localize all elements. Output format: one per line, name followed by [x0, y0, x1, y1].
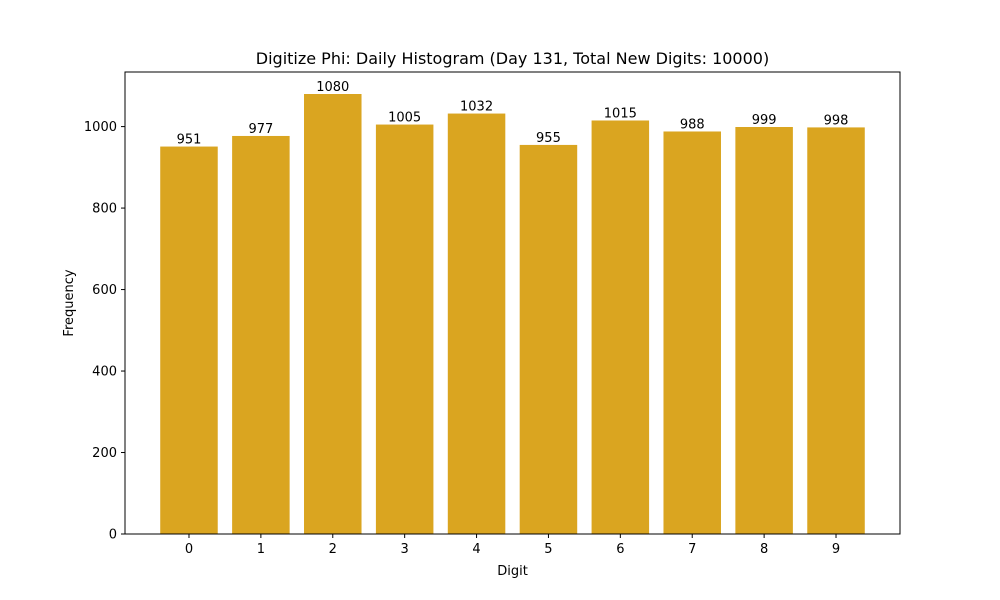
bar-digit-5 [519, 144, 578, 535]
x-tick-label: 7 [688, 542, 696, 557]
bar-value-label: 998 [824, 113, 849, 128]
bar-value-label: 1080 [316, 80, 349, 95]
bar-digit-9 [807, 127, 865, 534]
y-tick-label: 600 [92, 283, 117, 298]
bar-value-label: 977 [248, 122, 273, 137]
x-tick-label: 5 [544, 542, 552, 557]
bar-digit-7 [663, 131, 721, 534]
bar-value-label: 951 [177, 133, 202, 148]
x-tick-label: 6 [616, 542, 624, 557]
bar-digit-0 [160, 146, 218, 535]
x-tick-label: 2 [329, 542, 337, 557]
x-axis: 0 1 2 3 4 5 6 7 8 9 [185, 534, 840, 557]
x-tick-label: 3 [401, 542, 409, 557]
bar-digit-3 [375, 124, 434, 535]
bar-digit-1 [232, 135, 290, 535]
chart-title: Digitize Phi: Daily Histogram (Day 131, … [256, 49, 769, 68]
x-tick-label: 1 [257, 542, 265, 557]
x-tick-label: 8 [760, 542, 768, 557]
y-tick-label: 0 [109, 528, 117, 543]
value-labels-group: 951 977 1080 1005 1032 955 1015 988 999 998 [177, 80, 849, 148]
y-axis-label: Frequency [62, 269, 77, 336]
bars-group [160, 94, 865, 535]
x-tick-label: 4 [472, 542, 480, 557]
y-tick-label: 1000 [84, 120, 117, 135]
bar-digit-6 [591, 120, 650, 535]
x-axis-label: Digit [497, 564, 528, 579]
bar-value-label: 1032 [460, 100, 493, 115]
bar-value-label: 988 [680, 117, 705, 132]
bar-value-label: 1005 [388, 111, 421, 126]
bar-digit-2 [304, 94, 362, 534]
x-tick-label: 0 [185, 542, 193, 557]
bar-value-label: 955 [536, 131, 561, 146]
plot-frame [124, 71, 901, 535]
x-tick-label: 9 [832, 542, 840, 557]
y-tick-label: 800 [92, 202, 117, 217]
y-axis: 0 200 400 600 800 1000 [84, 120, 125, 543]
bar-value-label: 999 [752, 113, 777, 128]
y-tick-label: 400 [92, 365, 117, 380]
bar-digit-8 [735, 127, 793, 534]
bar-digit-4 [447, 113, 506, 535]
bar-value-label: 1015 [604, 106, 637, 121]
y-tick-label: 200 [92, 446, 117, 461]
